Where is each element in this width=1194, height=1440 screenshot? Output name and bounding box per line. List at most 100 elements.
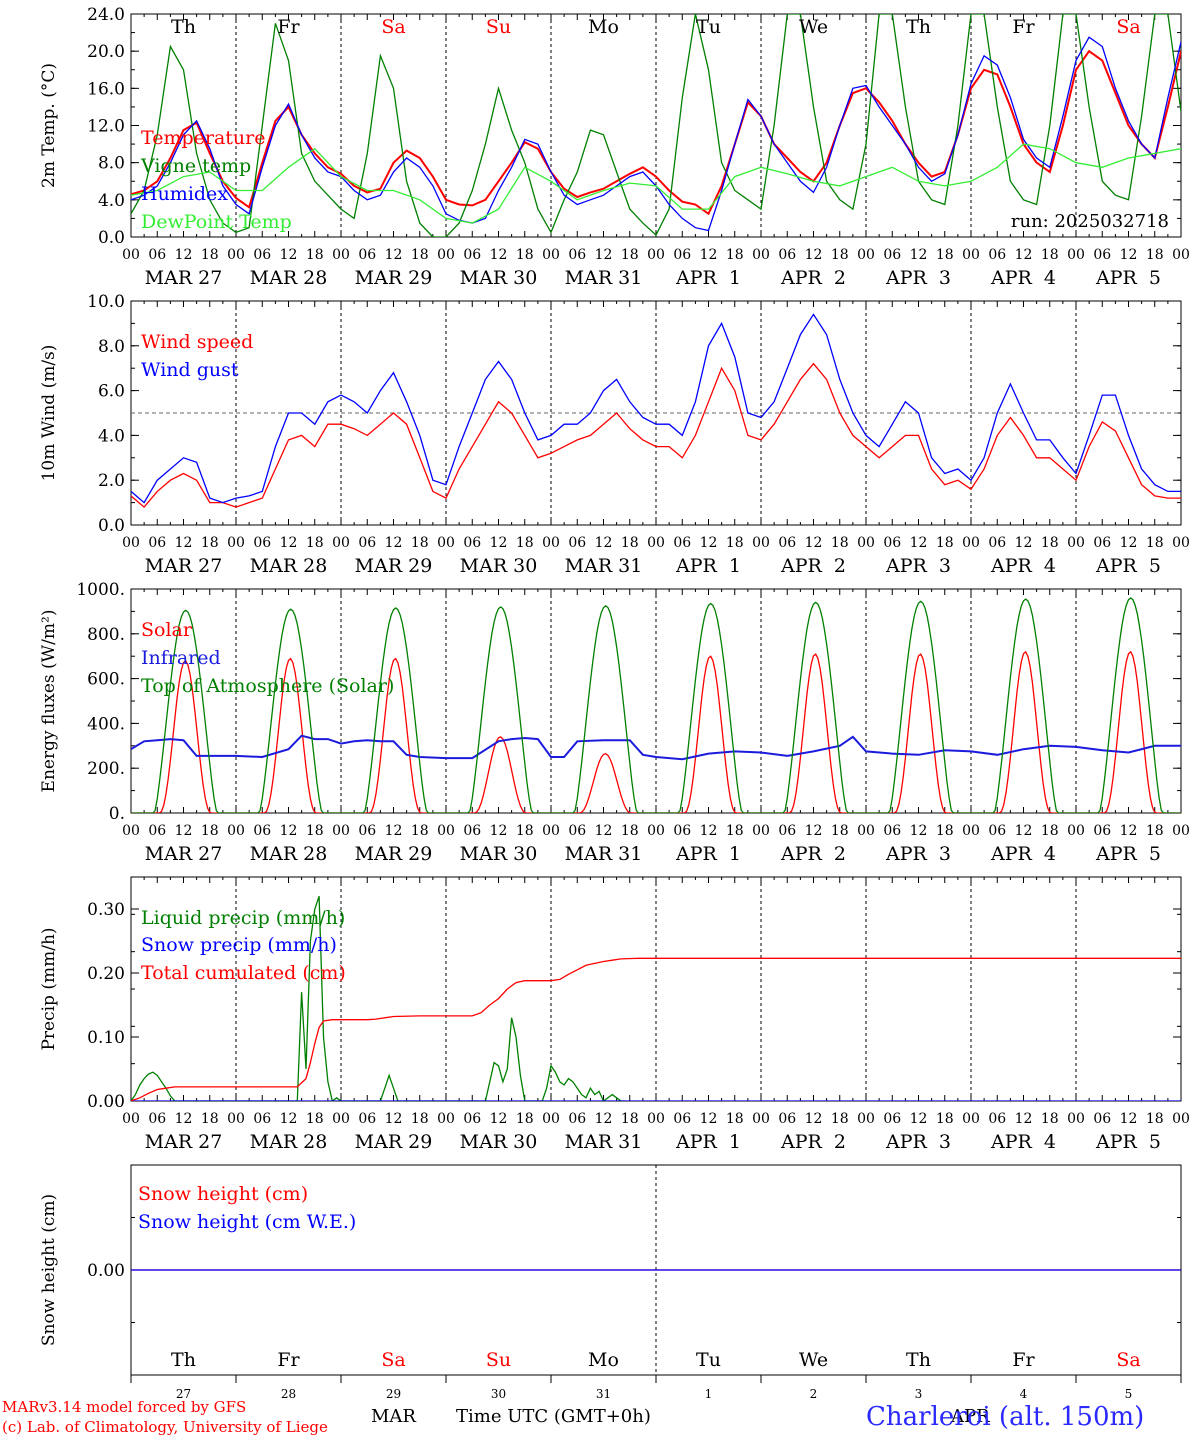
date-label: APR 5 bbox=[1095, 843, 1161, 865]
hour-tick-label: 12 bbox=[490, 535, 508, 551]
series-line-temperature bbox=[131, 49, 1181, 216]
hour-tick-label: 00 bbox=[227, 1111, 245, 1127]
hour-tick-label: 06 bbox=[253, 247, 271, 263]
hour-tick-label: 06 bbox=[988, 535, 1006, 551]
date-label: MAR 27 bbox=[145, 267, 223, 289]
hour-tick-label: 18 bbox=[306, 247, 324, 263]
y-tick-label: 0.0 bbox=[98, 228, 125, 248]
date-label: MAR 27 bbox=[145, 555, 223, 577]
hour-tick-label: 00 bbox=[1067, 247, 1085, 263]
weekday-label: Sa bbox=[1116, 16, 1140, 38]
date-label: MAR 28 bbox=[250, 1131, 328, 1153]
panel-temperature bbox=[130, 13, 1182, 238]
hour-tick-label: 12 bbox=[700, 823, 718, 839]
date-label: APR 3 bbox=[885, 1131, 951, 1153]
date-label: APR 1 bbox=[675, 555, 741, 577]
hour-tick-label: 00 bbox=[962, 247, 980, 263]
y-tick-label: 20.0 bbox=[87, 42, 125, 62]
weekday-label: Su bbox=[486, 1349, 511, 1371]
day-of-month-label: 5 bbox=[1125, 1387, 1133, 1401]
date-label: APR 1 bbox=[675, 267, 741, 289]
y-tick-label: 8.0 bbox=[98, 154, 125, 174]
hour-tick-label: 12 bbox=[805, 247, 823, 263]
weekday-label: Su bbox=[486, 16, 511, 38]
day-of-month-label: 2 bbox=[810, 1387, 818, 1401]
y-tick-label: 24.0 bbox=[87, 5, 125, 25]
hour-tick-label: 06 bbox=[568, 535, 586, 551]
hour-tick-label: 06 bbox=[463, 247, 481, 263]
hour-tick-label: 18 bbox=[726, 823, 744, 839]
hour-tick-label: 18 bbox=[201, 1111, 219, 1127]
weekday-label: Th bbox=[171, 1349, 196, 1371]
y-tick-label: 0.10 bbox=[87, 1028, 125, 1048]
weekday-label: Mo bbox=[588, 1349, 619, 1371]
hour-tick-label: 18 bbox=[1146, 1111, 1164, 1127]
series-line-liquid-precip-mm-h- bbox=[131, 895, 626, 1101]
hour-tick-label: 00 bbox=[1172, 1111, 1190, 1127]
date-label: APR 4 bbox=[990, 1131, 1056, 1153]
hour-tick-label: 12 bbox=[805, 823, 823, 839]
hour-tick-label: 12 bbox=[595, 1111, 613, 1127]
month-label-left: MAR bbox=[371, 1406, 416, 1427]
y-axis-label: Precip (mm/h) bbox=[39, 927, 59, 1050]
weekday-label: Tu bbox=[696, 1349, 721, 1371]
hour-tick-label: 06 bbox=[778, 535, 796, 551]
hour-tick-label: 06 bbox=[883, 1111, 901, 1127]
hour-tick-label: 06 bbox=[358, 1111, 376, 1127]
hour-tick-label: 12 bbox=[385, 247, 403, 263]
date-label: MAR 30 bbox=[460, 267, 538, 289]
legend-entry: Solar bbox=[141, 619, 193, 641]
hour-tick-label: 18 bbox=[201, 247, 219, 263]
y-axis-label: 2m Temp. (°C) bbox=[39, 63, 59, 188]
weekday-label: Th bbox=[906, 16, 931, 38]
date-label: APR 1 bbox=[675, 843, 741, 865]
hour-tick-label: 00 bbox=[647, 823, 665, 839]
hour-tick-label: 06 bbox=[673, 247, 691, 263]
hour-tick-label: 06 bbox=[988, 823, 1006, 839]
y-tick-label: 1000. bbox=[76, 580, 125, 600]
date-label: MAR 31 bbox=[565, 555, 643, 577]
weekday-label: Sa bbox=[381, 1349, 405, 1371]
hour-tick-label: 06 bbox=[883, 535, 901, 551]
hour-tick-label: 00 bbox=[227, 535, 245, 551]
date-label: MAR 28 bbox=[250, 267, 328, 289]
hour-tick-label: 06 bbox=[148, 1111, 166, 1127]
legend-entry: Total cumulated (cm) bbox=[141, 962, 346, 984]
date-label: APR 5 bbox=[1095, 555, 1161, 577]
hour-tick-label: 12 bbox=[280, 247, 298, 263]
hour-tick-label: 00 bbox=[1067, 823, 1085, 839]
y-tick-label: 0.00 bbox=[87, 1092, 125, 1112]
hour-tick-label: 06 bbox=[1093, 823, 1111, 839]
series-line-top-of-atmosphere-solar- bbox=[131, 597, 1181, 813]
hour-tick-label: 18 bbox=[831, 1111, 849, 1127]
hour-tick-label: 18 bbox=[1041, 1111, 1059, 1127]
hour-tick-label: 18 bbox=[516, 247, 534, 263]
hour-tick-label: 18 bbox=[411, 535, 429, 551]
hour-tick-label: 00 bbox=[437, 247, 455, 263]
hour-tick-label: 06 bbox=[673, 535, 691, 551]
month-label-right: APR bbox=[951, 1406, 990, 1427]
series-line-vigne-temp bbox=[131, 14, 1181, 237]
weekday-label: Mo bbox=[588, 16, 619, 38]
hour-tick-label: 18 bbox=[411, 1111, 429, 1127]
hour-tick-label: 18 bbox=[306, 535, 324, 551]
y-axis-label: Energy fluxes (W/m²) bbox=[39, 610, 59, 793]
hour-tick-label: 18 bbox=[1041, 247, 1059, 263]
hour-tick-label: 18 bbox=[516, 823, 534, 839]
hour-tick-label: 18 bbox=[516, 1111, 534, 1127]
day-of-month-label: 28 bbox=[281, 1387, 296, 1401]
hour-tick-label: 00 bbox=[647, 535, 665, 551]
y-axis-label: 10m Wind (m/s) bbox=[39, 345, 59, 482]
day-of-month-label: 1 bbox=[705, 1387, 713, 1401]
y-tick-label: 4.0 bbox=[98, 191, 125, 211]
date-label: APR 4 bbox=[990, 267, 1056, 289]
hour-tick-label: 18 bbox=[621, 823, 639, 839]
date-label: MAR 27 bbox=[145, 1131, 223, 1153]
y-tick-label: 0.0 bbox=[98, 516, 125, 536]
y-tick-label: 400. bbox=[87, 714, 125, 734]
legend-entry: DewPoint Temp bbox=[141, 211, 292, 233]
legend-entry: Snow height (cm W.E.) bbox=[138, 1211, 356, 1233]
hour-tick-label: 12 bbox=[175, 1111, 193, 1127]
y-axis-label: Snow height (cm) bbox=[39, 1194, 59, 1346]
date-label: MAR 30 bbox=[460, 843, 538, 865]
